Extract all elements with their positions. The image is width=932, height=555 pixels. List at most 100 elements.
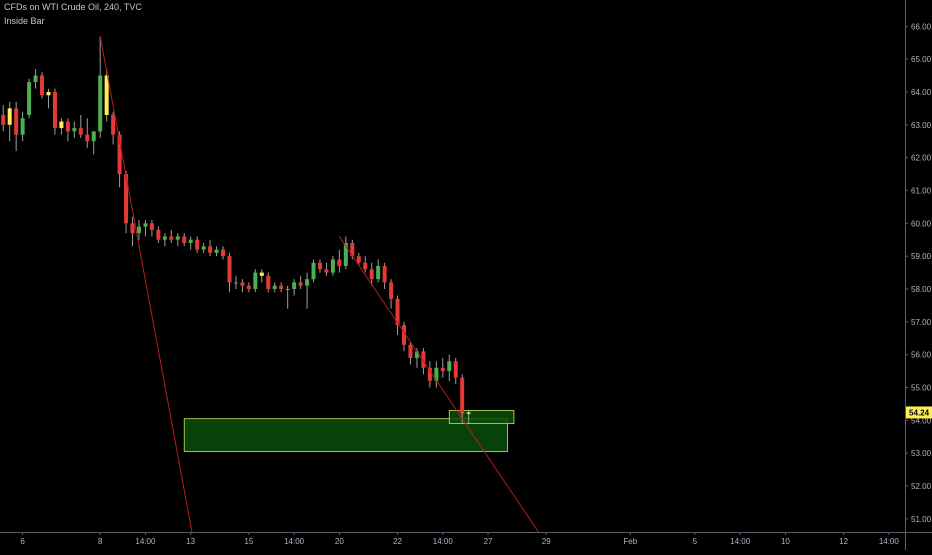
candle-body-45 <box>292 282 297 289</box>
candle-body-22 <box>143 223 148 227</box>
candle-body-62 <box>402 325 407 345</box>
candle-body-68 <box>440 367 445 372</box>
x-tick-label: 15 <box>244 537 253 546</box>
candle-body-49 <box>317 262 322 270</box>
candle-body-14 <box>91 131 96 142</box>
y-axis: 51.00 52.00 53.00 54.00 55.00 56.00 57.00 58.00… <box>905 0 932 550</box>
x-tick-label: Feb <box>623 537 637 546</box>
candle-body-70 <box>453 361 458 378</box>
candle-body-28 <box>182 236 187 244</box>
candle-body-9 <box>59 121 64 129</box>
candle-body-4 <box>27 82 32 115</box>
y-tick-label: 64.00 <box>911 88 932 97</box>
price-label: 54.24 <box>909 408 930 417</box>
candle-body-11 <box>72 128 77 132</box>
x-tick-label: 12 <box>839 537 848 546</box>
candle-body-46 <box>298 282 303 286</box>
candle-body-33 <box>214 249 219 253</box>
x-tick-label: 10 <box>781 537 790 546</box>
candle-body-54 <box>350 243 355 257</box>
x-tick-label: 5 <box>693 537 698 546</box>
candle-body-16 <box>104 75 109 115</box>
candle-body-31 <box>201 246 206 250</box>
y-tick-label: 59.00 <box>911 252 932 261</box>
candle-body-47 <box>305 279 310 286</box>
x-tick-label: 22 <box>393 537 402 546</box>
candle-body-32 <box>208 246 213 253</box>
y-tick-label: 56.00 <box>911 351 932 360</box>
x-tick-label: 14:00 <box>135 537 156 546</box>
x-tick-label: 6 <box>20 537 25 546</box>
candle-body-60 <box>389 282 394 299</box>
support-zone-1 <box>448 410 515 425</box>
candle-body-2 <box>14 108 19 135</box>
x-tick-label: 14:00 <box>879 537 900 546</box>
y-tick-label: 51.00 <box>911 515 932 524</box>
y-tick-label: 62.00 <box>911 154 932 163</box>
candle-body-27 <box>175 236 180 240</box>
x-tick-label: 20 <box>335 537 344 546</box>
candle-body-15 <box>98 75 103 132</box>
candle-body-0 <box>1 114 6 125</box>
candle-body-71 <box>460 377 465 414</box>
candle-body-26 <box>169 236 174 240</box>
candle-body-64 <box>414 351 419 358</box>
candle-body-65 <box>421 351 426 368</box>
candle-body-51 <box>330 259 335 273</box>
y-tick-label: 66.00 <box>911 22 932 31</box>
y-tick-label: 57.00 <box>911 318 932 327</box>
candle-body-30 <box>195 239 200 250</box>
candle-body-61 <box>395 298 400 326</box>
candle-body-44 <box>285 288 290 290</box>
candle-body-1 <box>7 108 12 125</box>
y-tick-label: 60.00 <box>911 219 932 228</box>
candle-body-13 <box>85 134 90 142</box>
support-zone-0 <box>183 418 508 452</box>
candle-body-34 <box>221 249 226 257</box>
x-tick-label: 14:00 <box>284 537 305 546</box>
candle-body-40 <box>259 272 264 276</box>
trendline-0 <box>99 36 193 533</box>
candle-body-63 <box>408 344 413 358</box>
candle-body-5 <box>33 75 38 83</box>
candle-body-50 <box>324 269 329 273</box>
candle-body-69 <box>447 361 452 372</box>
candle-body-36 <box>233 282 238 284</box>
candle-body-41 <box>266 275 271 289</box>
candle-body-39 <box>253 272 258 289</box>
candle-body-12 <box>78 128 83 135</box>
indicator-label: Inside Bar <box>4 16 45 26</box>
candle-body-8 <box>52 91 57 129</box>
candle-body-72 <box>466 412 471 414</box>
candles-layer <box>1 36 471 424</box>
x-tick-label: 27 <box>484 537 493 546</box>
trendline-1 <box>338 236 539 533</box>
candle-body-24 <box>156 229 161 240</box>
candle-body-18 <box>117 134 122 175</box>
x-tick-label: 14:00 <box>433 537 454 546</box>
candle-body-23 <box>149 223 154 230</box>
candle-body-43 <box>279 285 284 289</box>
candle-body-17 <box>111 114 116 135</box>
candle-body-25 <box>162 236 167 240</box>
y-tick-label: 53.00 <box>911 449 932 458</box>
candle-body-38 <box>246 285 251 289</box>
x-tick-label: 29 <box>542 537 551 546</box>
candle-body-42 <box>272 285 277 289</box>
candle-body-37 <box>240 282 245 286</box>
x-tick-label: 14:00 <box>730 537 751 546</box>
chart-title: CFDs on WTI Crude Oil, 240, TVC <box>4 2 142 12</box>
x-tick-label: 8 <box>98 537 103 546</box>
x-axis: 6 8 14:00 13 15 14:00 20 22 14:00 27 29 Feb 5 14:00 10… <box>0 532 932 546</box>
candle-body-3 <box>20 118 25 135</box>
candle-body-6 <box>40 75 45 96</box>
candle-body-59 <box>382 266 387 283</box>
candle-body-48 <box>311 262 316 280</box>
candle-body-66 <box>427 367 432 381</box>
candle-body-57 <box>369 269 374 280</box>
zones-layer <box>183 410 515 452</box>
candle-body-10 <box>65 121 70 132</box>
candle-body-53 <box>343 243 348 266</box>
